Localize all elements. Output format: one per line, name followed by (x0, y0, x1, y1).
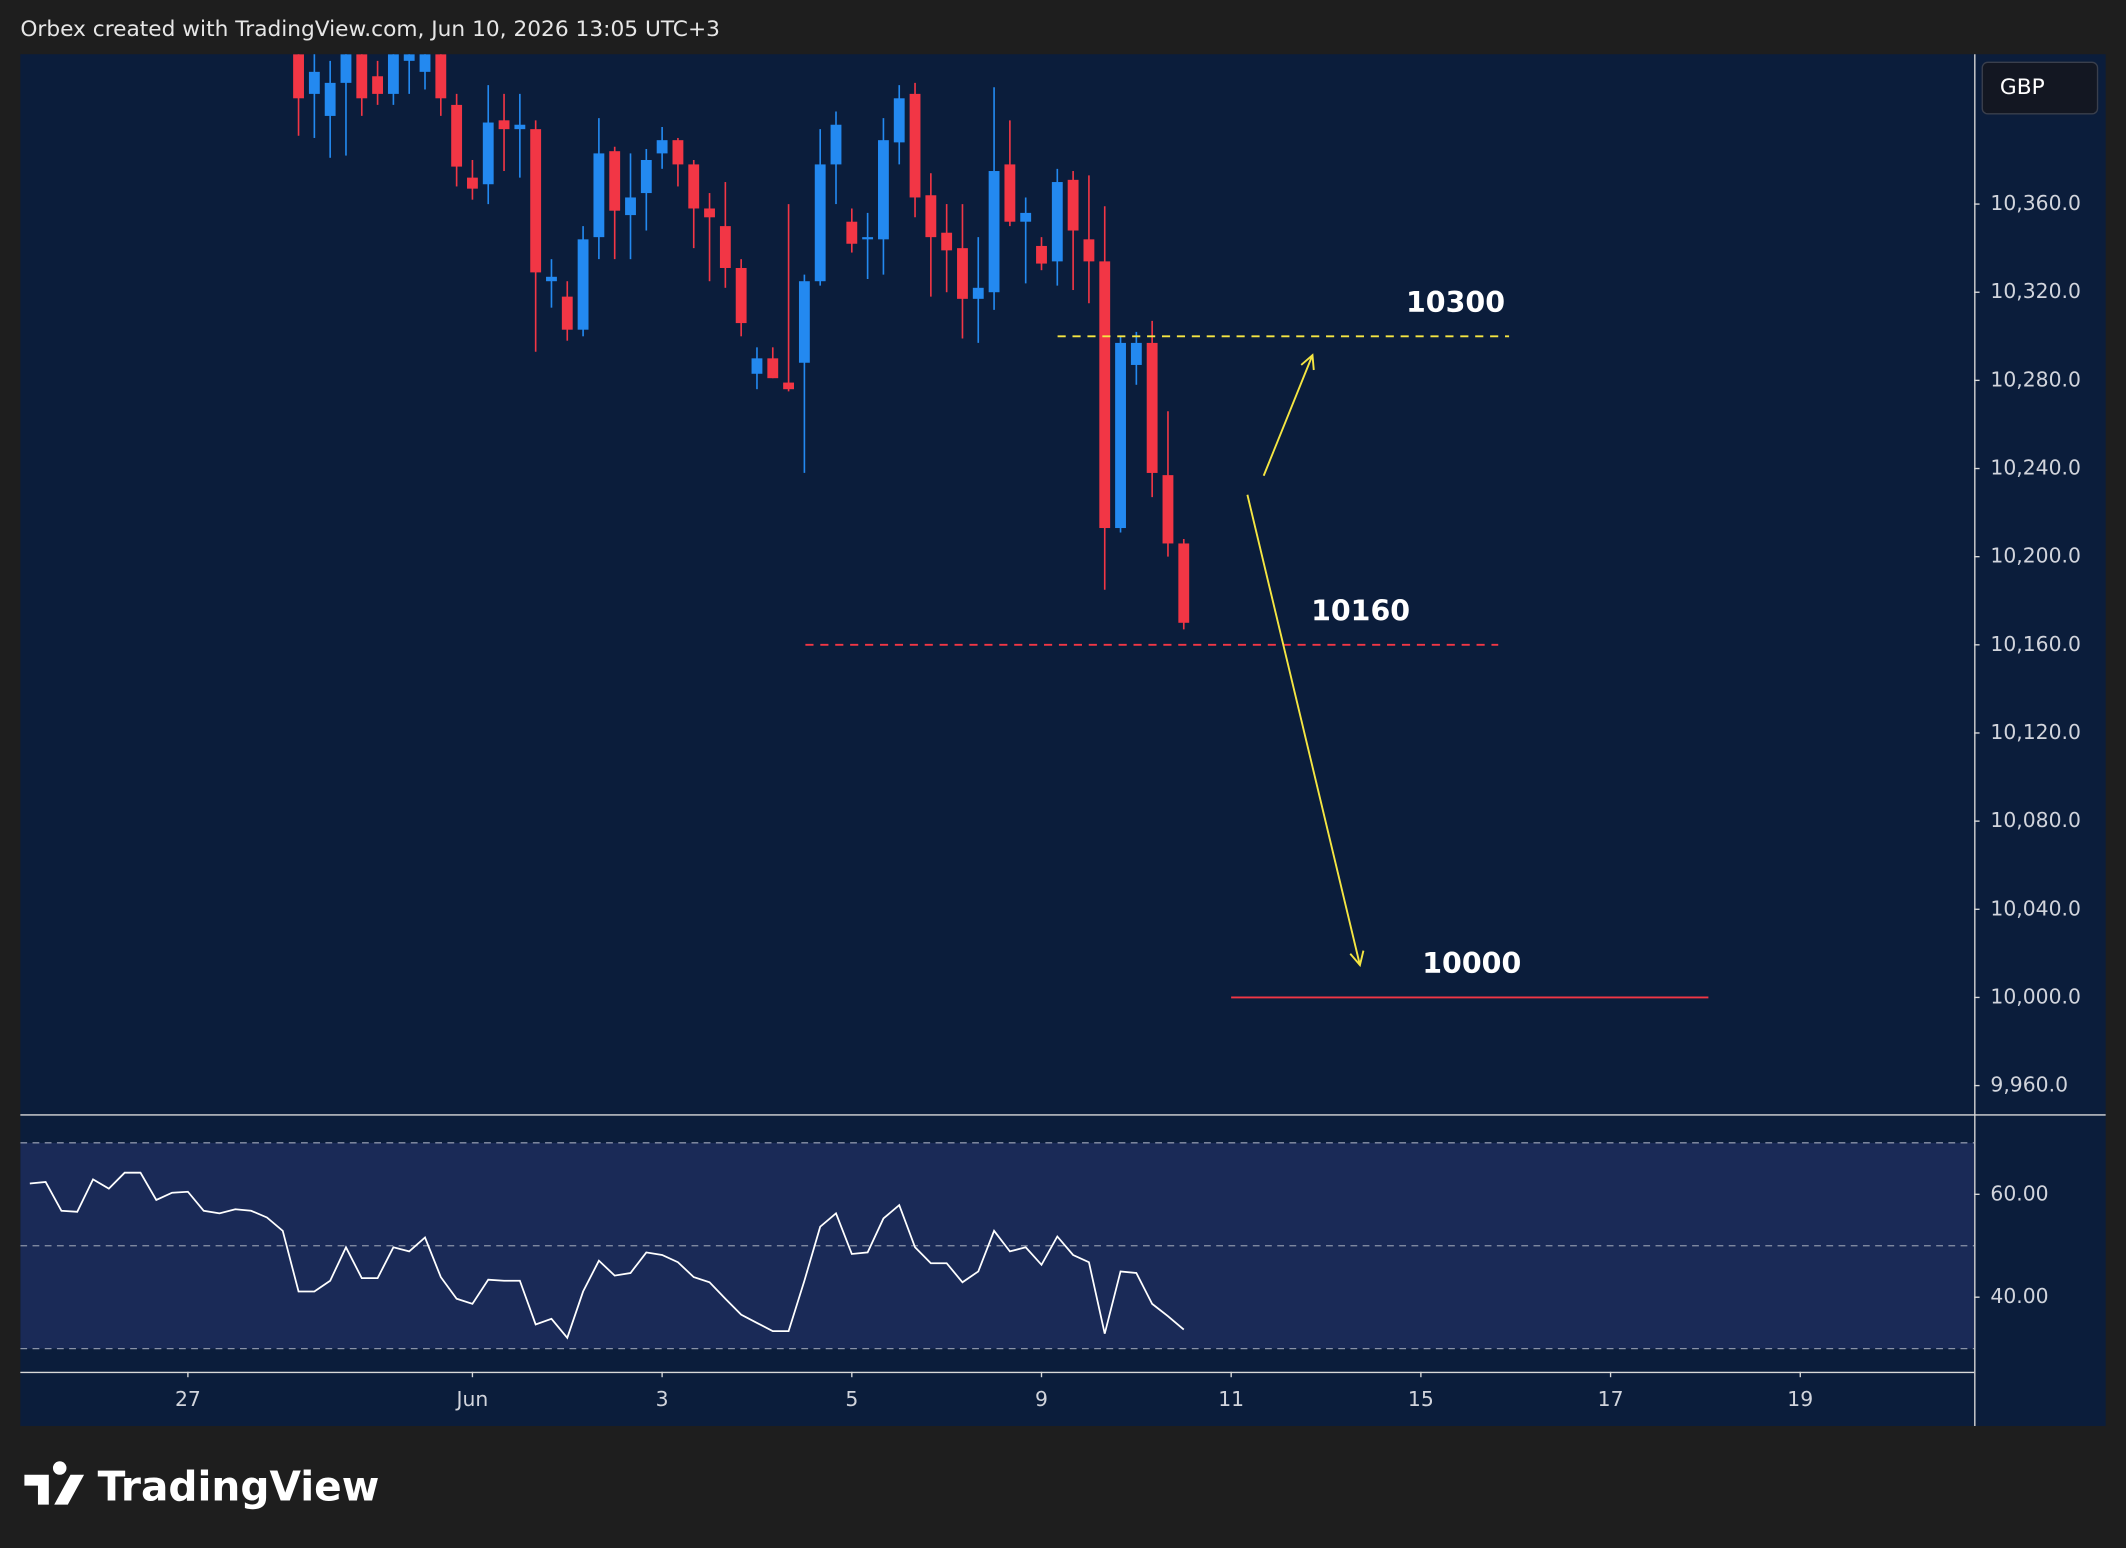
candle-body (372, 76, 384, 94)
y-tick-label: 10,320.0 (1990, 279, 2081, 303)
candle-body (1083, 239, 1095, 262)
x-tick-label: 3 (656, 1387, 669, 1411)
candle-body (719, 226, 731, 268)
candle-body (830, 124, 842, 165)
y-tick-label: 10,280.0 (1990, 367, 2081, 391)
candle-body (988, 171, 1000, 293)
candle-body (688, 164, 700, 209)
logo: TradingView (24, 1461, 380, 1511)
candle-body (1020, 212, 1032, 222)
candle-body (419, 54, 431, 72)
x-tick-label: 9 (1035, 1387, 1048, 1411)
rsi-line (29, 1171, 1185, 1340)
y-tick-label: 10,000.0 (1990, 984, 2081, 1008)
candle-body (972, 287, 984, 299)
candle-body (735, 267, 747, 324)
level-label: 10000 (1422, 947, 1521, 980)
x-tick-label: 11 (1218, 1387, 1244, 1411)
candle-body (925, 195, 937, 238)
candle-body (293, 54, 304, 99)
candle-body (308, 71, 320, 94)
x-tick-label: Jun (455, 1387, 489, 1411)
candle-body (878, 140, 889, 240)
rsi-pane (20, 1142, 1975, 1350)
logo-mark (24, 1461, 85, 1505)
arrow-head (1300, 353, 1315, 371)
candle-body (1004, 164, 1016, 222)
rsi-tick-label: 40.00 (1990, 1284, 2048, 1308)
y-tick-label: 10,080.0 (1990, 808, 2081, 832)
candle-body (846, 221, 858, 244)
candle-body (561, 296, 573, 330)
candle-body (1036, 245, 1047, 264)
candle-body (1162, 475, 1174, 544)
candle-body (909, 93, 921, 198)
candle-body (498, 120, 510, 130)
x-tick-label: 15 (1408, 1387, 1434, 1411)
y-tick-label: 10,240.0 (1990, 456, 2081, 480)
x-tick-label: 19 (1787, 1387, 1813, 1411)
candle-body (1146, 342, 1158, 473)
candle-body (1130, 342, 1142, 365)
level-label: 10300 (1406, 286, 1505, 319)
x-tick-label: 5 (845, 1387, 858, 1411)
candle-body (546, 276, 557, 282)
candle-body (625, 197, 636, 216)
x-tick-label: 27 (175, 1387, 201, 1411)
price-pane: 10300 10160 10000 (293, 54, 1709, 999)
y-tick-label: 10,160.0 (1990, 632, 2081, 656)
candle-body (482, 122, 494, 185)
logo-text: TradingView (98, 1463, 380, 1511)
candle-body (656, 140, 668, 154)
y-tick-label: 10,040.0 (1990, 896, 2081, 920)
candle-body (1051, 182, 1063, 262)
candle-body (798, 281, 810, 363)
x-tick-label: 17 (1598, 1387, 1624, 1411)
candle-body (514, 124, 526, 130)
candle-body (609, 151, 621, 211)
candle-body (435, 54, 447, 99)
currency-box (1981, 61, 2099, 115)
candle-body (672, 140, 684, 165)
y-tick-label: 10,360.0 (1990, 191, 2081, 215)
candle-body (704, 208, 715, 218)
candle-body (783, 382, 795, 390)
candle-body (577, 239, 589, 330)
candle-body (893, 98, 905, 143)
candle-body (530, 129, 542, 273)
candle-body (451, 104, 463, 167)
y-tick-label: 10,120.0 (1990, 720, 2081, 744)
candle-body (751, 358, 763, 374)
candle-body (957, 248, 968, 299)
arrow (1246, 494, 1361, 966)
level-label: 10160 (1311, 594, 1410, 627)
candle-body (467, 177, 478, 189)
y-tick-label: 9,960.0 (1990, 1073, 2068, 1097)
candle-body (340, 54, 352, 83)
candle-body (814, 164, 826, 282)
y-tick-label: 10,200.0 (1990, 544, 2081, 568)
arrow-head (1349, 950, 1365, 968)
candle-body (593, 153, 605, 238)
candle-body (356, 54, 368, 99)
candle-body (767, 358, 779, 379)
candle-body (640, 160, 652, 194)
candle-body (862, 237, 874, 240)
candle-body (1099, 261, 1111, 529)
candle-body (324, 82, 336, 116)
candle-body (1067, 179, 1079, 231)
header: Orbex created with TradingView.com, Jun … (20, 17, 720, 42)
arrow (1262, 354, 1314, 477)
candle-body (941, 232, 953, 251)
currency: GBP (2000, 75, 2045, 100)
rsi-tick-label: 60.00 (1990, 1181, 2048, 1205)
axes: 9,960.0 10,000.0 10,040.0 10,080.0 10,120.0 1… (20, 54, 2106, 1427)
candle-body (1115, 342, 1126, 529)
candle-body (1178, 543, 1190, 623)
candle-body (387, 54, 399, 94)
candle-body (403, 54, 415, 61)
